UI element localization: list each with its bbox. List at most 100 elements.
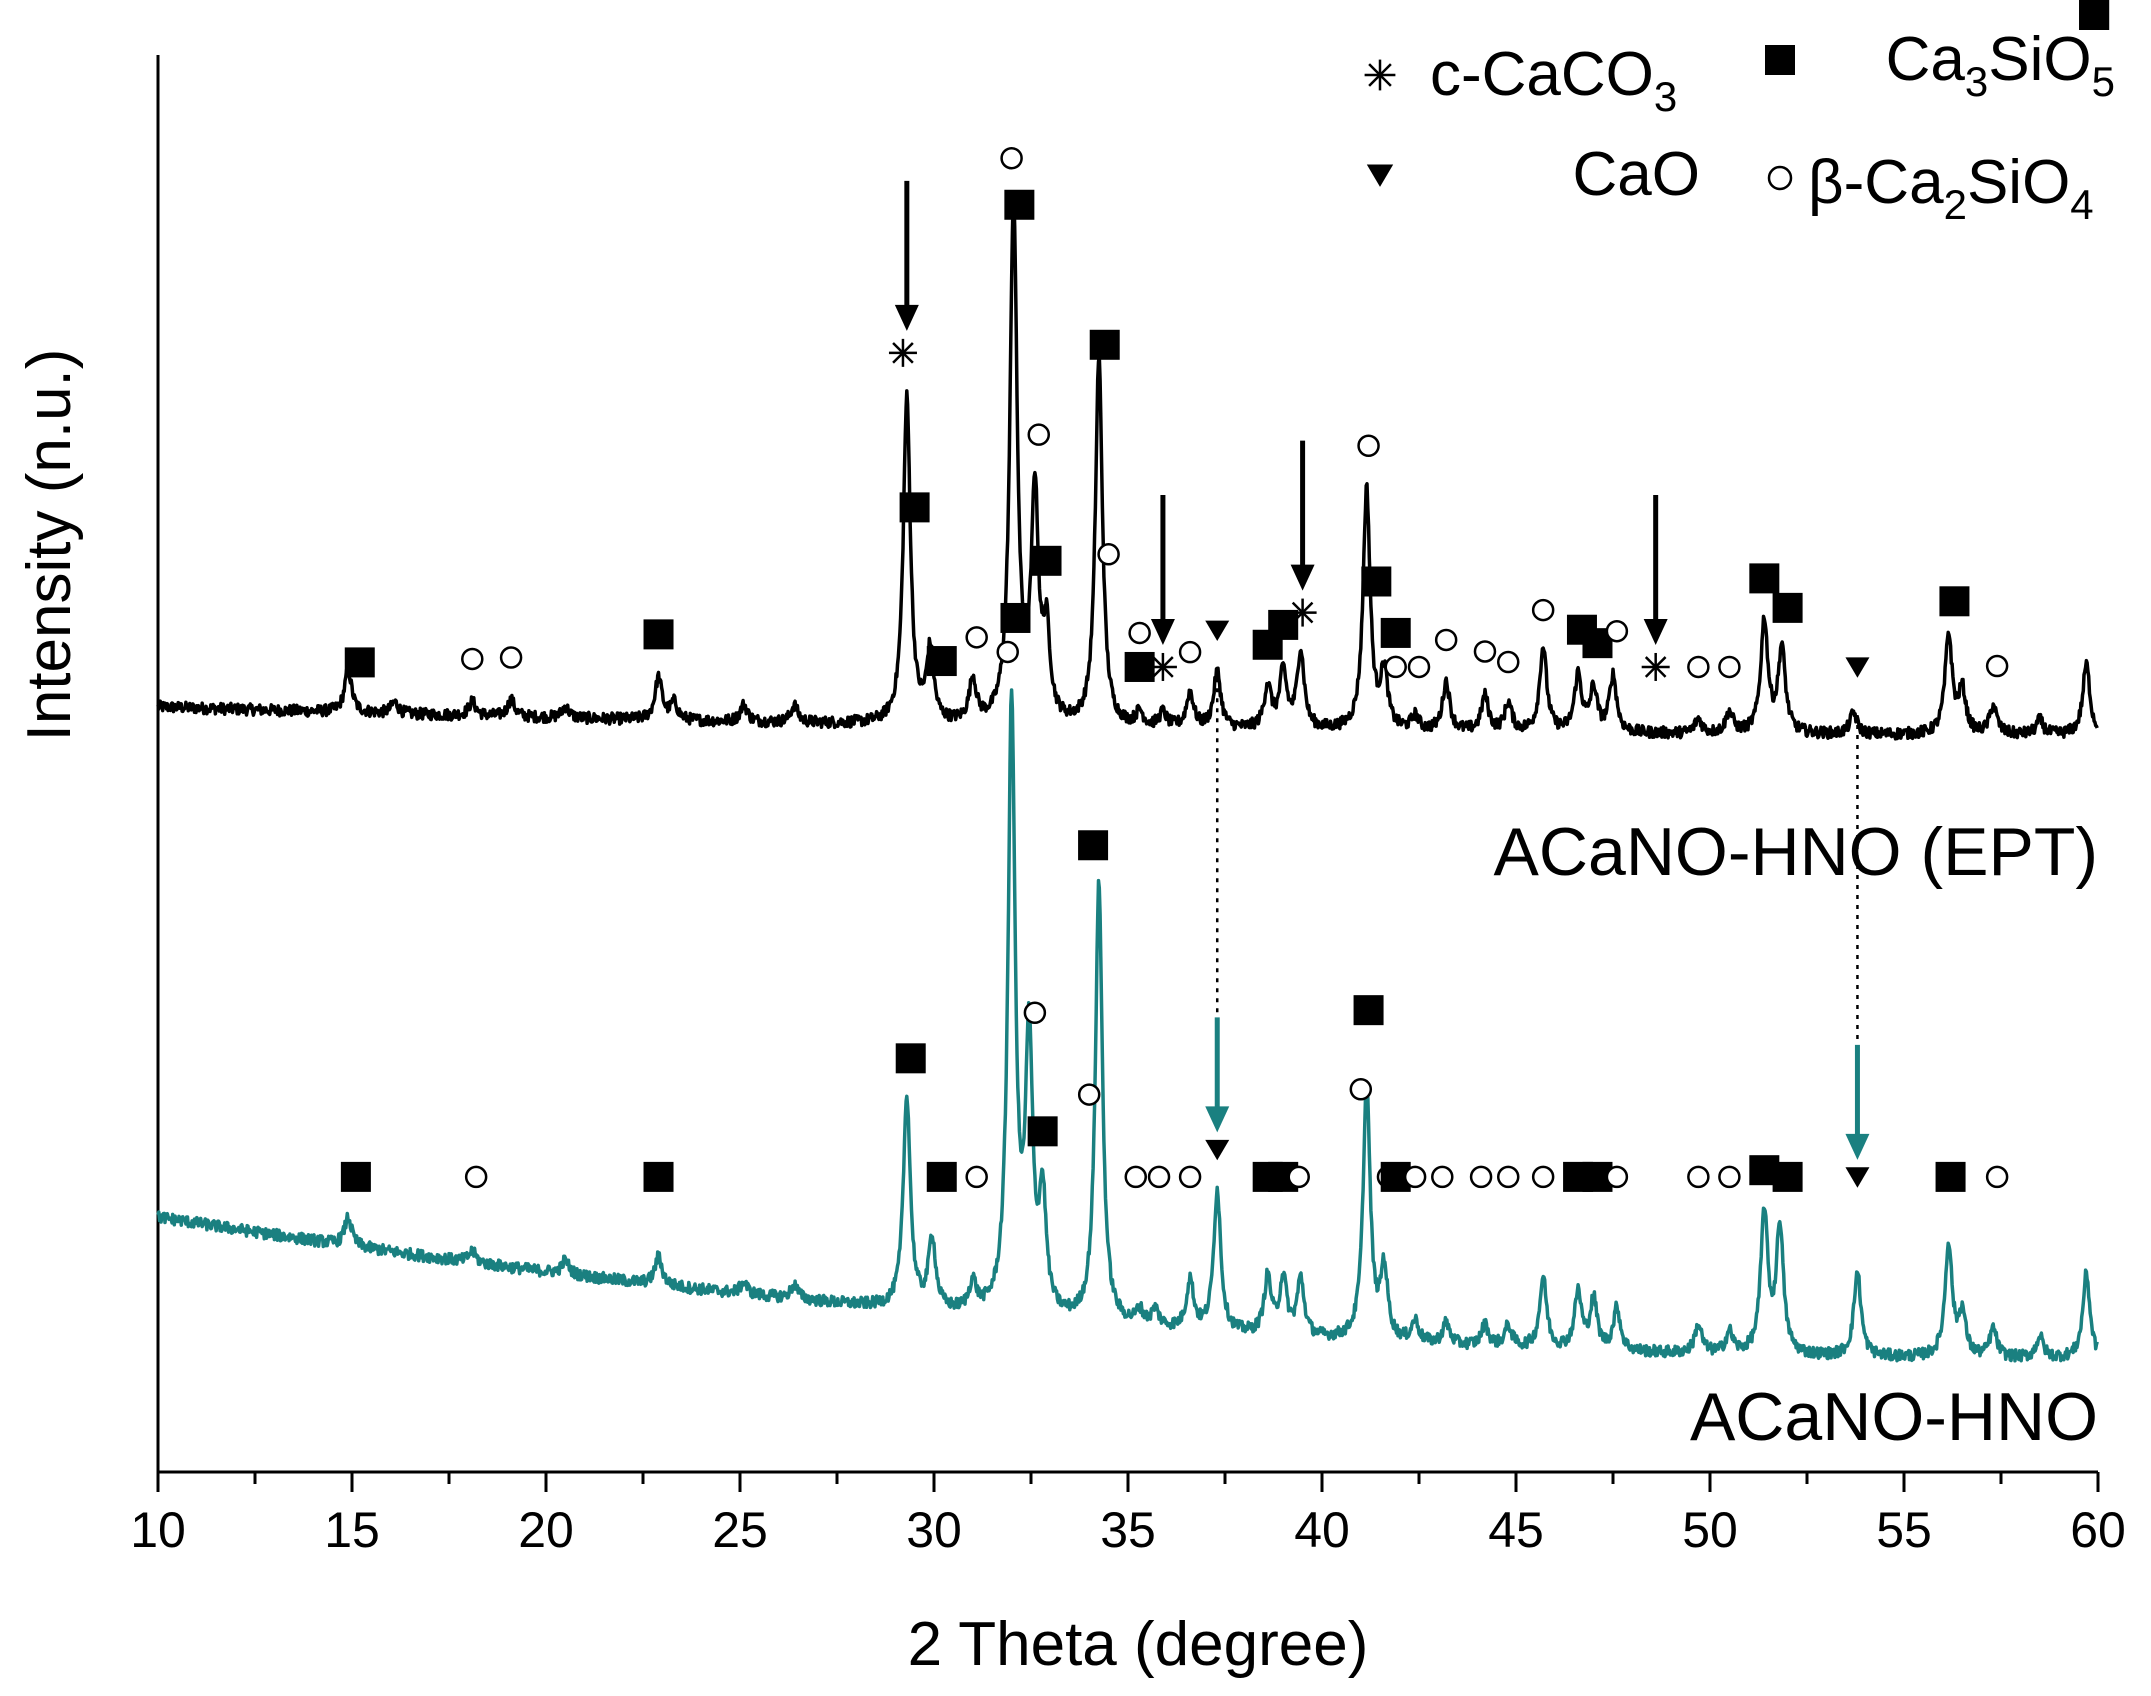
c-caco3-marker [1148,652,1177,681]
asterisk-stroke [1291,601,1314,624]
beta-ca2sio4-marker [1178,1165,1202,1189]
asterisk-stroke [1368,63,1392,87]
ca3sio5-marker [643,1161,674,1192]
beta-ca2sio4-marker [1403,1165,1427,1189]
beta-ca2sio4-marker [1407,655,1431,679]
x-tick-label: 60 [2070,1502,2126,1558]
beta-ca2sio4-marker [1985,1165,2009,1189]
beta-ca2sio4-marker [1287,1165,1310,1189]
bottom-arrow-head [1205,1106,1230,1133]
ca3sio5-marker [1353,995,1384,1026]
ca3sio5-marker [899,492,930,523]
legend-label-part: SiO [1967,148,2070,217]
beta-ca2sio4-marker [1473,640,1497,663]
beta-ca2sio4-marker [1531,598,1555,622]
ca3sio5-marker [926,1161,957,1192]
ca3sio5-marker [1380,617,1411,648]
x-tick-label: 55 [1876,1502,1932,1558]
beta-ca2sio4-marker [1128,621,1151,645]
legend-label-part: c-CaCO [1430,40,1654,109]
ca3sio5-marker [1031,545,1062,576]
x-tick-label: 40 [1294,1502,1350,1558]
legend-label-part: SiO [1988,25,2091,94]
asterisk-stroke [1644,656,1667,678]
x-axis-label: 2 Theta (degree) [908,1610,1369,1679]
x-tick-label: 10 [130,1502,186,1558]
beta-ca2sio4-marker [1000,146,1023,170]
beta-ca2sio4-marker [1531,1165,1555,1189]
cao-marker [1205,1139,1230,1161]
legend-subscript: 2 [1944,181,1967,228]
c-caco3-marker [888,338,917,367]
series-label-bottom: ACaNO-HNO [1690,1379,2098,1455]
ca3sio5-marker [1000,602,1031,633]
ca3sio5-marker [2079,0,2110,30]
c-caco3-marker [1641,652,1670,681]
beta-ca2sio4-marker [1767,165,1793,191]
ca3sio5-marker [340,1161,371,1192]
series-label-top: ACaNO-HNO (EPT) [1494,814,2098,890]
beta-ca2sio4-marker [1605,1165,1629,1189]
ca3sio5-marker [1078,830,1109,861]
beta-ca2sio4-marker [464,1165,488,1189]
c-caco3-marker [1288,598,1317,627]
x-tick-label: 45 [1488,1502,1544,1558]
ca3sio5-marker [1268,609,1299,640]
beta-ca2sio4-marker [1178,640,1202,664]
ca3sio5-marker [1939,586,1970,617]
legend-label: c-CaCO3 [1430,40,1677,120]
legend-label-part: CaO [1573,140,1700,209]
ca3sio5-marker [1935,1161,1966,1192]
cao-marker [1845,1167,1870,1188]
ca3sio5-marker [1772,592,1803,623]
x-tick-label: 15 [324,1502,380,1558]
ca3sio5-marker [1089,329,1120,360]
ca3sio5-marker [1749,563,1780,594]
beta-ca2sio4-marker [1605,619,1629,643]
series-line-ept [156,194,2099,741]
legend-subscript: 5 [2092,58,2115,105]
cao-marker [1366,164,1394,187]
asterisk-stroke [892,342,914,364]
beta-ca2sio4-marker [965,1165,988,1189]
legend-subscript: 4 [2070,181,2093,228]
top-arrow-head [1290,564,1315,591]
beta-ca2sio4-marker [1687,655,1710,679]
ca3sio5-marker [1004,189,1035,220]
beta-ca2sio4-marker [1124,1165,1148,1189]
x-tick-label: 50 [1682,1502,1738,1558]
beta-ca2sio4-marker [1097,543,1120,566]
beta-ca2sio4-marker [1023,1001,1047,1025]
x-tick-label: 35 [1100,1502,1156,1558]
asterisk-stroke [1152,656,1174,678]
series-line-hno [156,688,2099,1363]
beta-ca2sio4-marker [1496,650,1520,674]
ca3sio5-marker [1027,1116,1058,1147]
beta-ca2sio4-marker [1431,1165,1454,1189]
legend-label: CaO [1573,140,1700,209]
ca3sio5-marker [344,647,375,678]
x-tick-label: 25 [712,1502,768,1558]
beta-ca2sio4-marker [1357,434,1380,458]
beta-ca2sio4-marker [1147,1165,1171,1189]
c-caco3-marker [1364,59,1396,91]
legend-subscript: 3 [1965,58,1988,105]
beta-ca2sio4-marker [461,647,484,671]
cao-marker [1205,620,1230,642]
ca3sio5-marker [1772,1161,1803,1192]
beta-ca2sio4-marker [1718,655,1741,679]
beta-ca2sio4-marker [965,626,988,649]
beta-ca2sio4-marker [1077,1083,1101,1106]
beta-ca2sio4-marker [1469,1165,1493,1189]
beta-ca2sio4-marker [1718,1165,1741,1189]
beta-ca2sio4-marker [1496,1165,1520,1189]
legend-subscript: 3 [1654,73,1677,120]
x-tick-label: 20 [518,1502,574,1558]
y-axis-label: Intensity (n.u.) [15,349,84,742]
bottom-arrow-head [1845,1133,1870,1160]
legend-label-part: β-Ca [1808,148,1944,217]
beta-ca2sio4-marker [1434,628,1458,652]
